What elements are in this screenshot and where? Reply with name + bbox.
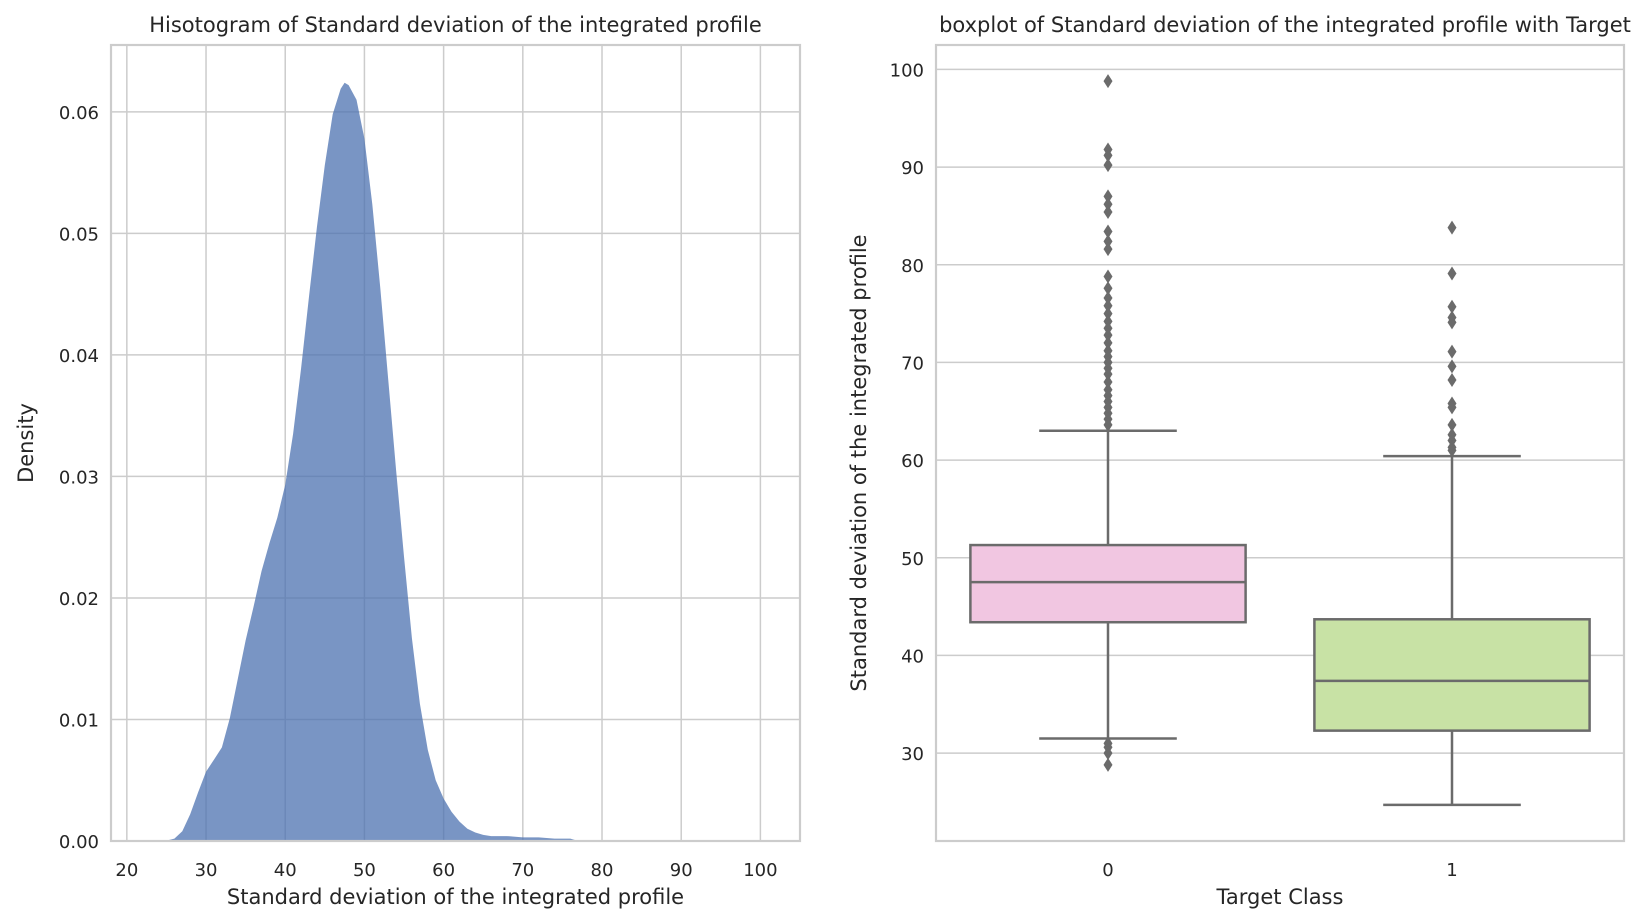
outlier-marker [1447, 220, 1457, 235]
density-x-axis-label: Standard deviation of the integrated pro… [227, 885, 684, 909]
outlier-marker [1103, 234, 1113, 249]
density-area [164, 82, 579, 841]
outlier-marker [1103, 205, 1113, 220]
density-plot-title: Hisotogram of Standard deviation of the … [149, 13, 762, 37]
outlier-marker [1103, 242, 1113, 257]
x-tick-label: 60 [432, 860, 455, 881]
outlier-marker [1447, 443, 1457, 458]
y-tick-label: 0.01 [59, 710, 99, 731]
y-tick-label: 60 [901, 451, 924, 472]
x-tick-label: 100 [743, 860, 777, 881]
x-tick-label: 30 [195, 860, 218, 881]
outlier-marker [1447, 417, 1457, 432]
outlier-marker [1103, 281, 1113, 296]
y-tick-label: 100 [890, 60, 924, 81]
outlier-marker [1103, 335, 1113, 350]
box-group [969, 74, 1247, 772]
y-tick-label: 0.00 [59, 832, 99, 853]
outlier-marker [1103, 367, 1113, 382]
box-plot-title: boxplot of Standard deviation of the int… [939, 13, 1631, 37]
outlier-marker [1447, 344, 1457, 359]
density-x-ticks: 20 30 40 50 60 70 80 90 100 [115, 860, 777, 881]
outlier-marker [1103, 269, 1113, 284]
x-tick-label: 80 [591, 860, 614, 881]
y-tick-label: 0.03 [59, 467, 99, 488]
outlier-marker [1103, 197, 1113, 212]
density-gridlines [111, 45, 800, 842]
outlier-marker [1103, 374, 1113, 389]
box-iqr [969, 543, 1247, 624]
outlier-marker [1103, 224, 1113, 239]
x-tick-label: 1 [1446, 860, 1457, 881]
y-tick-label: 40 [901, 646, 924, 667]
box-iqr [1313, 618, 1591, 732]
y-tick-label: 50 [901, 549, 924, 570]
x-tick-label: 50 [353, 860, 376, 881]
box-plot-frame [934, 43, 1626, 843]
outlier-marker [1103, 328, 1113, 343]
outlier-marker [1103, 298, 1113, 313]
x-tick-label: 70 [511, 860, 534, 881]
x-tick-label: 40 [274, 860, 297, 881]
density-y-ticks: 0.00 0.01 0.02 0.03 0.04 0.05 0.06 [59, 103, 99, 853]
box-plot-x-axis-label: Target Class [1216, 885, 1344, 909]
outlier-marker [1447, 299, 1457, 314]
box-group [1313, 220, 1591, 807]
box-plot-y-ticks: 30 40 50 60 70 80 90 100 [890, 60, 924, 765]
density-plot-frame [109, 43, 802, 843]
outlier-marker [1447, 315, 1457, 330]
outlier-marker [1103, 417, 1113, 432]
x-tick-label: 0 [1102, 860, 1113, 881]
y-tick-label: 90 [901, 158, 924, 179]
outlier-marker [1103, 306, 1113, 321]
y-tick-label: 30 [901, 744, 924, 765]
y-tick-label: 0.05 [59, 224, 99, 245]
density-plot: 20 30 40 50 60 70 80 90 100 0.00 0.01 0.02 0.03 0.04… [14, 13, 802, 909]
outlier-marker [1447, 400, 1457, 415]
outlier-marker [1103, 74, 1113, 89]
x-tick-label: 20 [115, 860, 138, 881]
outlier-marker [1103, 148, 1113, 163]
y-tick-label: 70 [901, 353, 924, 374]
outlier-marker [1447, 359, 1457, 374]
outlier-marker [1103, 757, 1113, 772]
box-plot-boxes [969, 74, 1591, 807]
box-plot-y-axis-label: Standard deviation of the integrated pro… [847, 234, 871, 691]
outlier-marker [1103, 746, 1113, 761]
outlier-marker [1103, 158, 1113, 173]
y-tick-label: 80 [901, 256, 924, 277]
y-tick-label: 0.02 [59, 589, 99, 610]
outlier-marker [1447, 266, 1457, 281]
outlier-marker [1447, 373, 1457, 388]
outlier-marker [1103, 189, 1113, 204]
outlier-marker [1103, 290, 1113, 305]
y-tick-label: 0.06 [59, 103, 99, 124]
x-tick-label: 90 [670, 860, 693, 881]
density-y-axis-label: Density [14, 403, 38, 483]
y-tick-label: 0.04 [59, 346, 99, 367]
